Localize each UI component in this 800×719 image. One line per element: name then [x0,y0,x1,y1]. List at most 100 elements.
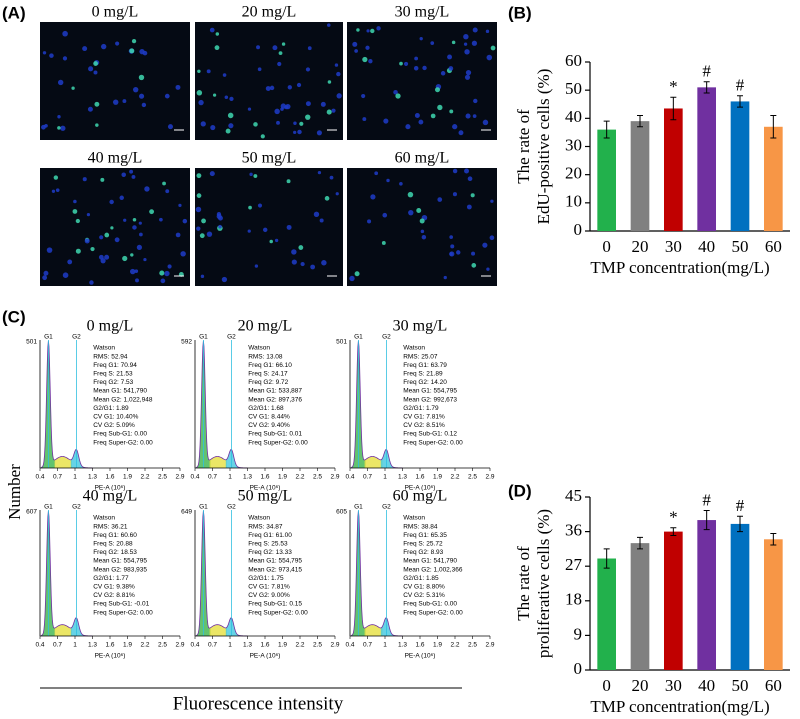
nucleus [291,259,297,265]
stat-line: Freq S: 21.89 [403,371,443,378]
x-tick-label: 1 [228,474,232,481]
stat-line: RMS: 36.21 [93,523,128,530]
y-tick-label: 45 [565,486,582,505]
nucleus [466,204,472,210]
nucleus [51,189,56,193]
bar [730,101,750,231]
x-tick-label: 1.3 [398,642,407,649]
nucleus [249,172,253,177]
nucleus [119,195,124,201]
histogram-outline [196,340,248,469]
image-label: 50 mg/L [242,150,297,167]
stat-line: G2/G1: 1.79 [403,405,439,412]
error-bar [770,533,777,546]
stat-line: Mean G1: 554,795 [93,558,147,565]
stat-line: Freq S: 24.17 [248,371,288,378]
nucleus [131,39,137,44]
nucleus [224,95,229,100]
x-tick-label: 2.9 [175,642,184,649]
nucleus [448,66,454,71]
stat-line: Mean G2: 992,673 [403,396,457,403]
stat-line: Watson [248,345,270,352]
x-tick-label: 0.4 [345,642,354,649]
stat-line: CV G2: 5.09% [93,422,135,429]
x-tick-label: 40 [698,676,715,695]
nucleus [67,259,73,265]
stat-line: G2/G1: 1.75 [248,575,284,582]
x-tick-label: 2.2 [450,642,459,649]
nucleus [43,270,49,276]
panel-label: (B) [508,3,532,22]
gate-label: G1 [199,504,208,511]
nucleus [123,218,127,222]
stat-line: CV G1: 9.38% [93,584,135,591]
nucleus [421,234,427,240]
stat-line: G2/G1: 1.89 [93,405,129,412]
nucleus [305,67,311,72]
nucleus [160,278,166,284]
x-tick-label: 2.9 [485,474,494,481]
nucleus [200,121,206,127]
bar [630,543,650,670]
nucleus [317,170,322,175]
x-tick-label: 2.2 [295,642,304,649]
nucleus [196,193,202,198]
nucleus [94,101,100,107]
micrograph [40,22,190,140]
nucleus [175,84,181,90]
histogram-fill [364,456,383,468]
panel-label: (D) [508,481,532,500]
nucleus [419,36,423,41]
nucleus [175,232,181,238]
y-tick-label: 10 [565,192,582,211]
nucleus [71,86,75,90]
x-tick-label: 30 [665,676,682,695]
x-tick-label: 0.7 [363,474,372,481]
stat-line: Freq S: 20.88 [93,541,133,548]
nucleus [408,209,414,216]
histogram-outline [41,510,93,637]
nucleus [196,90,203,96]
x-tick-label: 60 [765,237,782,256]
stat-line: Mean G2: 983,935 [93,566,147,573]
x-tick-label: 2.2 [140,642,149,649]
nucleus [200,274,205,279]
significance-mark: # [736,496,745,515]
x-tick-label: 1.9 [433,474,442,481]
nucleus [458,130,464,136]
nucleus [228,123,234,129]
nucleus [362,56,368,63]
nucleus [482,119,489,126]
stat-line: RMS: 13.08 [248,353,283,360]
y-max-label: 501 [26,339,37,346]
x-tick-label: 1 [383,474,387,481]
nucleus [121,172,126,178]
nucleus [57,115,61,119]
nucleus [297,129,302,135]
nucleus [62,56,68,61]
nucleus [370,194,376,200]
stat-line: CV G2: 5.31% [403,592,445,599]
nucleus [361,93,366,99]
stat-line: Mean G2: 973,415 [248,566,302,573]
stat-line: Freq G1: 70.94 [93,362,137,369]
nucleus [110,226,114,230]
nucleus [82,177,87,182]
nucleus [73,199,77,204]
y-tick-label: 36 [565,521,582,540]
stat-line: Freq Sub-G1: 0.01 [248,431,302,438]
nucleus [44,123,48,128]
nucleus [109,199,114,205]
nucleus [326,109,332,115]
histogram-fill [364,624,383,636]
x-tick-label: 20 [632,676,649,695]
nucleus [356,28,360,32]
stat-line: CV G1: 7.81% [403,414,445,421]
nucleus [324,196,330,201]
nucleus [293,130,297,135]
y-max-label: 605 [336,509,347,516]
nucleus [227,112,234,119]
nucleus [149,209,155,215]
gate-label: G2 [227,334,236,341]
x-tick-label: 0.7 [53,642,62,649]
